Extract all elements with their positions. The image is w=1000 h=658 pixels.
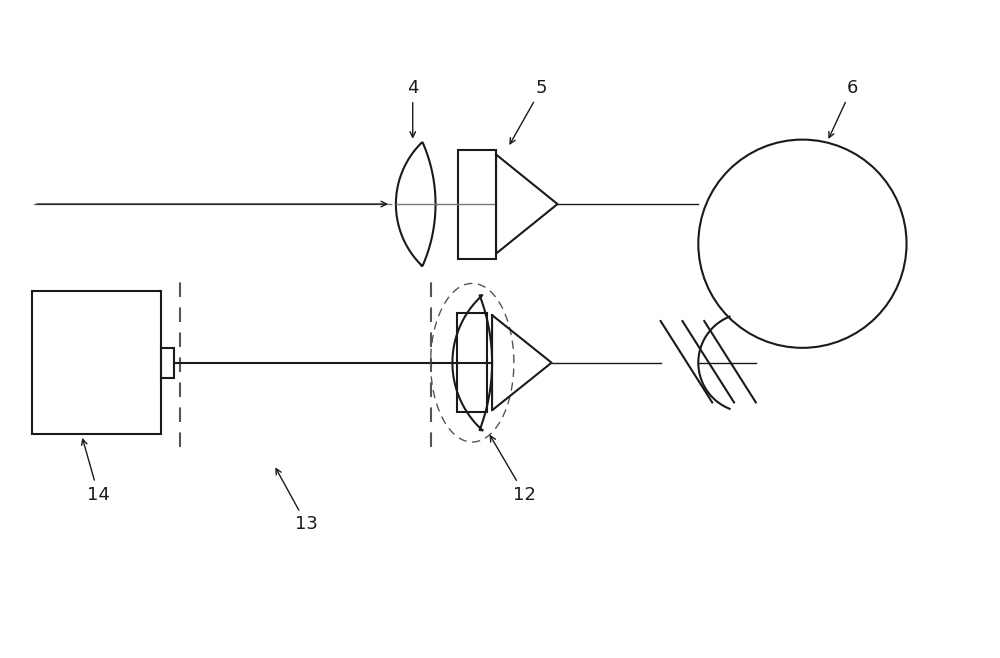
Bar [32,291,161,434]
Text: 12: 12 [490,436,536,503]
Text: 6: 6 [829,79,858,138]
Bar [457,313,487,413]
Text: 13: 13 [276,468,318,534]
Text: 5: 5 [510,79,547,144]
Text: 14: 14 [82,440,110,503]
Bar [458,149,496,259]
Text: 4: 4 [407,79,418,138]
Bar [161,348,174,378]
